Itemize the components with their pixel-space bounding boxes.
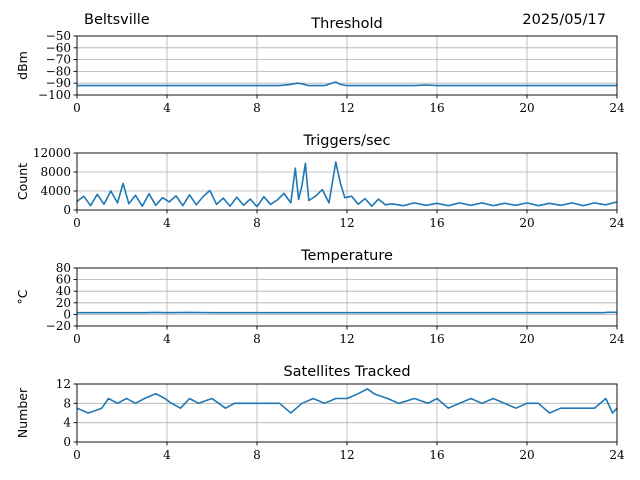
x-tick-label: 4 — [163, 101, 171, 115]
y-tick-label: 0 — [63, 435, 71, 449]
x-tick-label: 8 — [253, 216, 261, 230]
y-tick-label: 0 — [63, 203, 71, 217]
x-tick-label: 24 — [609, 101, 625, 115]
x-tick-label: 8 — [253, 101, 261, 115]
y-tick-label: 20 — [56, 296, 71, 310]
y-axis-label: °C — [15, 289, 30, 304]
chart-title: Temperature — [300, 248, 393, 264]
x-tick-label: 8 — [253, 448, 261, 462]
chart-panel-1: 0 4 8 12 16 20 24 −100−90−80−70−60−50 Threshold d… — [15, 16, 625, 115]
y-axis-label: Count — [15, 163, 30, 200]
x-tick-label: 12 — [339, 448, 354, 462]
x-tick-label: 12 — [339, 101, 354, 115]
y-tick-label: −80 — [46, 64, 71, 78]
chart-title: Satellites Tracked — [283, 364, 410, 380]
y-tick-label: 4000 — [40, 184, 71, 198]
y-tick-label: 80 — [56, 261, 71, 275]
chart-title: Triggers/sec — [303, 133, 391, 149]
series-line — [76, 161, 618, 208]
x-tick-label: 0 — [73, 101, 81, 115]
chart-panel-4: 0 4 8 12 16 20 24 0 4 8 12 Satellites Tracked Number — [15, 364, 625, 462]
y-tick-label: 8 — [63, 396, 71, 410]
y-tick-label: 12 — [56, 377, 71, 391]
y-tick-label: −100 — [38, 88, 71, 102]
y-axis-label: Number — [15, 387, 30, 438]
report-date: 2025/05/17 — [522, 12, 606, 28]
x-tick-label: 16 — [429, 448, 444, 462]
x-tick-label: 20 — [519, 216, 534, 230]
chart-title: Threshold — [310, 16, 382, 32]
x-tick-label: 4 — [163, 448, 171, 462]
x-tick-label: 0 — [73, 332, 81, 346]
x-tick-label: 4 — [163, 216, 171, 230]
series-line — [77, 81, 617, 87]
station-location: Beltsville — [84, 12, 150, 28]
y-tick-label: −70 — [46, 53, 71, 67]
x-tick-label: 12 — [339, 332, 354, 346]
y-tick-label: −60 — [46, 41, 71, 55]
x-tick-label: 24 — [609, 448, 625, 462]
x-tick-label: 16 — [429, 101, 444, 115]
y-tick-label: 4 — [63, 416, 71, 430]
y-tick-label: −90 — [46, 76, 71, 90]
y-tick-label: −50 — [46, 29, 71, 43]
y-tick-label: 12000 — [33, 146, 71, 160]
x-tick-label: 0 — [73, 216, 81, 230]
x-tick-label: 20 — [519, 448, 534, 462]
x-tick-label: 16 — [429, 216, 444, 230]
y-axis-label: dBm — [15, 51, 30, 80]
chart-panel-2: 0 4 8 12 16 20 24 0 4000 8000 12000 Triggers/sec Cou… — [15, 133, 625, 230]
y-tick-label: 0 — [63, 307, 71, 321]
x-tick-label: 24 — [609, 216, 625, 230]
x-tick-label: 8 — [253, 332, 261, 346]
y-tick-label: 40 — [56, 284, 71, 298]
x-tick-label: 20 — [519, 101, 534, 115]
y-tick-label: −20 — [46, 319, 71, 333]
x-tick-label: 0 — [73, 448, 81, 462]
x-tick-label: 12 — [339, 216, 354, 230]
x-tick-label: 16 — [429, 332, 444, 346]
x-tick-label: 24 — [609, 332, 625, 346]
x-tick-label: 20 — [519, 332, 534, 346]
y-tick-label: 8000 — [40, 165, 71, 179]
y-tick-label: 60 — [56, 273, 71, 287]
x-tick-label: 4 — [163, 332, 171, 346]
series-line — [76, 388, 618, 414]
